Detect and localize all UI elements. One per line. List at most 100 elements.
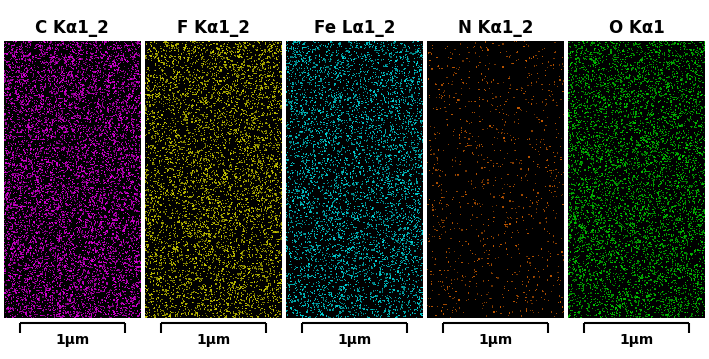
Point: [147, 188, 158, 194]
Point: [45, 221, 57, 227]
Point: [663, 162, 674, 167]
Point: [588, 126, 600, 132]
Point: [25, 143, 36, 148]
Point: [103, 106, 114, 112]
Point: [71, 221, 82, 227]
Point: [241, 237, 252, 243]
Point: [26, 65, 37, 71]
Point: [104, 195, 116, 200]
Point: [70, 130, 82, 136]
Point: [697, 211, 708, 216]
Point: [274, 88, 285, 94]
Point: [111, 306, 122, 312]
Point: [614, 42, 625, 48]
Point: [23, 180, 34, 186]
Point: [667, 208, 679, 214]
Point: [322, 153, 333, 158]
Point: [581, 73, 593, 78]
Point: [172, 104, 183, 110]
Point: [672, 150, 683, 156]
Point: [60, 229, 72, 235]
Point: [403, 299, 415, 304]
Point: [663, 87, 674, 93]
Point: [395, 148, 406, 154]
Point: [45, 224, 57, 230]
Point: [681, 142, 693, 148]
Point: [220, 275, 232, 281]
Point: [118, 51, 129, 57]
Point: [159, 164, 170, 170]
Point: [391, 276, 402, 282]
Point: [366, 99, 377, 105]
Point: [223, 243, 234, 248]
Point: [479, 63, 491, 69]
Point: [289, 153, 301, 159]
Point: [305, 238, 316, 244]
Point: [334, 220, 345, 226]
Point: [492, 161, 503, 167]
Point: [210, 57, 221, 63]
Point: [217, 245, 228, 251]
Point: [611, 62, 623, 68]
Point: [165, 278, 177, 283]
Point: [340, 303, 351, 309]
Point: [162, 278, 174, 284]
Point: [1, 157, 13, 162]
Point: [48, 262, 59, 268]
Point: [4, 261, 16, 266]
Point: [599, 81, 610, 87]
Point: [635, 148, 646, 154]
Point: [411, 292, 422, 298]
Point: [294, 53, 305, 59]
Point: [272, 264, 283, 270]
Point: [306, 219, 318, 225]
Point: [77, 190, 89, 196]
Point: [673, 285, 684, 290]
Point: [18, 296, 29, 302]
Point: [169, 48, 181, 54]
Point: [186, 97, 198, 102]
Point: [123, 272, 135, 278]
Point: [216, 150, 227, 156]
Point: [134, 233, 145, 239]
Point: [106, 106, 117, 111]
Point: [199, 125, 210, 131]
Point: [621, 250, 632, 255]
Point: [313, 73, 324, 78]
Point: [694, 207, 705, 213]
Point: [21, 163, 32, 169]
Point: [240, 268, 251, 274]
Point: [174, 100, 186, 106]
Point: [649, 42, 661, 48]
Point: [615, 256, 627, 262]
Point: [575, 224, 586, 230]
Point: [322, 130, 333, 136]
Point: [381, 279, 392, 285]
Point: [36, 145, 48, 151]
Point: [385, 250, 396, 256]
Point: [304, 204, 316, 210]
Point: [129, 227, 140, 233]
Point: [582, 129, 593, 134]
Point: [325, 43, 336, 49]
Point: [411, 216, 422, 222]
Point: [275, 295, 286, 301]
Point: [242, 112, 253, 118]
Point: [94, 125, 105, 131]
Point: [295, 264, 306, 270]
Point: [592, 139, 603, 145]
Point: [592, 50, 603, 55]
Point: [382, 295, 393, 301]
Point: [609, 241, 620, 246]
Point: [357, 120, 369, 126]
Point: [698, 145, 709, 150]
Point: [255, 261, 267, 267]
Point: [372, 137, 384, 143]
Point: [96, 265, 108, 271]
Point: [215, 293, 226, 299]
Point: [98, 81, 109, 87]
Point: [248, 148, 259, 154]
Point: [101, 176, 113, 181]
Point: [188, 300, 199, 306]
Point: [325, 192, 337, 198]
